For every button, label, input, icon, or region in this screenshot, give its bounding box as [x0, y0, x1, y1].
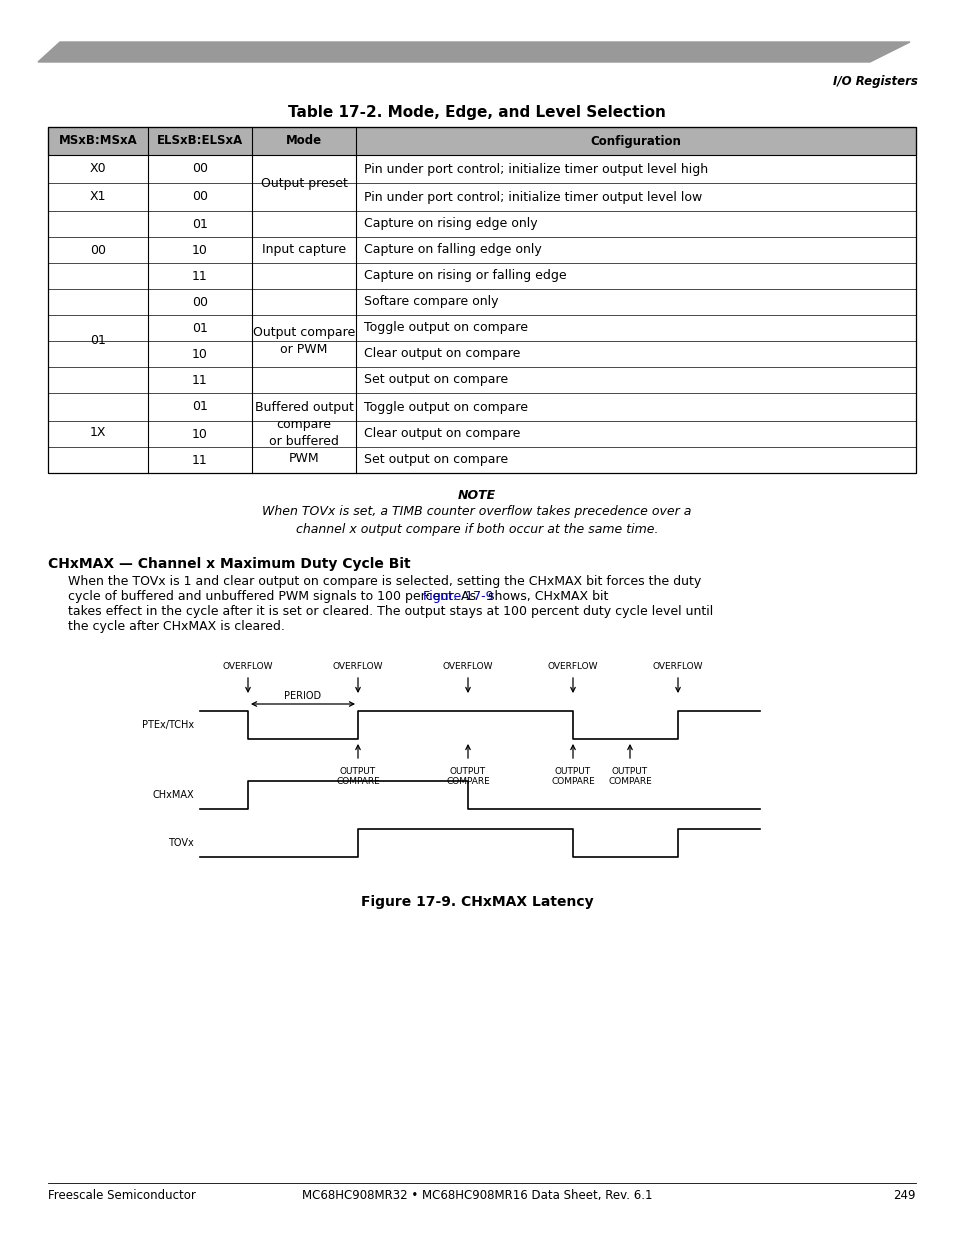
Text: 11: 11 — [192, 373, 208, 387]
Text: Clear output on compare: Clear output on compare — [364, 427, 520, 441]
Text: OUTPUT
COMPARE: OUTPUT COMPARE — [446, 767, 489, 787]
Text: X0: X0 — [90, 163, 106, 175]
Text: Capture on rising edge only: Capture on rising edge only — [364, 217, 537, 231]
Text: OVERFLOW: OVERFLOW — [652, 662, 702, 671]
Bar — [48, 127, 915, 473]
Text: shows, CHxMAX bit: shows, CHxMAX bit — [484, 590, 608, 603]
Text: Buffered output
compare
or buffered
PWM: Buffered output compare or buffered PWM — [254, 401, 354, 466]
Text: Set output on compare: Set output on compare — [364, 453, 508, 467]
Text: OUTPUT
COMPARE: OUTPUT COMPARE — [607, 767, 651, 787]
Text: 10: 10 — [192, 427, 208, 441]
Text: 00: 00 — [90, 243, 106, 257]
Text: Freescale Semiconductor: Freescale Semiconductor — [48, 1189, 195, 1202]
Text: When the TOVx is 1 and clear output on compare is selected, setting the CHxMAX b: When the TOVx is 1 and clear output on c… — [68, 576, 700, 588]
Text: CHxMAX: CHxMAX — [152, 790, 193, 800]
Text: Mode: Mode — [286, 135, 322, 147]
Text: Softare compare only: Softare compare only — [364, 295, 498, 309]
Text: Table 17-2. Mode, Edge, and Level Selection: Table 17-2. Mode, Edge, and Level Select… — [288, 105, 665, 120]
Text: cycle of buffered and unbuffered PWM signals to 100 percent. As: cycle of buffered and unbuffered PWM sig… — [68, 590, 479, 603]
Text: OVERFLOW: OVERFLOW — [442, 662, 493, 671]
Text: 11: 11 — [192, 453, 208, 467]
Text: MC68HC908MR32 • MC68HC908MR16 Data Sheet, Rev. 6.1: MC68HC908MR32 • MC68HC908MR16 Data Sheet… — [301, 1189, 652, 1202]
Text: Output preset: Output preset — [260, 177, 347, 189]
Text: 01: 01 — [192, 321, 208, 335]
Text: 01: 01 — [192, 217, 208, 231]
Text: takes effect in the cycle after it is set or cleared. The output stays at 100 pe: takes effect in the cycle after it is se… — [68, 605, 713, 618]
Text: CHxMAX — Channel x Maximum Duty Cycle Bit: CHxMAX — Channel x Maximum Duty Cycle Bi… — [48, 557, 410, 571]
Text: PERIOD: PERIOD — [284, 692, 321, 701]
Text: OUTPUT
COMPARE: OUTPUT COMPARE — [551, 767, 595, 787]
Text: Capture on rising or falling edge: Capture on rising or falling edge — [364, 269, 566, 283]
Text: Capture on falling edge only: Capture on falling edge only — [364, 243, 541, 257]
Text: 01: 01 — [90, 335, 106, 347]
Text: TOVx: TOVx — [168, 839, 193, 848]
Text: Toggle output on compare: Toggle output on compare — [364, 400, 528, 414]
Text: 00: 00 — [192, 295, 208, 309]
Text: 00: 00 — [192, 190, 208, 204]
Text: PTEx/TCHx: PTEx/TCHx — [142, 720, 193, 730]
Text: 10: 10 — [192, 243, 208, 257]
Text: 10: 10 — [192, 347, 208, 361]
Text: OVERFLOW: OVERFLOW — [222, 662, 273, 671]
Text: MSxB:MSxA: MSxB:MSxA — [58, 135, 137, 147]
Text: Configuration: Configuration — [590, 135, 680, 147]
Text: Toggle output on compare: Toggle output on compare — [364, 321, 528, 335]
Text: X1: X1 — [90, 190, 106, 204]
Text: 249: 249 — [893, 1189, 915, 1202]
Polygon shape — [38, 42, 909, 62]
Text: Set output on compare: Set output on compare — [364, 373, 508, 387]
Text: 01: 01 — [192, 400, 208, 414]
Text: Input capture: Input capture — [262, 243, 346, 257]
Text: the cycle after CHxMAX is cleared.: the cycle after CHxMAX is cleared. — [68, 620, 285, 634]
Text: 00: 00 — [192, 163, 208, 175]
Text: Pin under port control; initialize timer output level low: Pin under port control; initialize timer… — [364, 190, 701, 204]
Text: OVERFLOW: OVERFLOW — [333, 662, 383, 671]
Text: Output compare
or PWM: Output compare or PWM — [253, 326, 355, 356]
Text: Clear output on compare: Clear output on compare — [364, 347, 520, 361]
Text: OUTPUT
COMPARE: OUTPUT COMPARE — [335, 767, 379, 787]
Text: I/O Registers: I/O Registers — [832, 75, 917, 88]
Text: When TOVx is set, a TIMB counter overflow takes precedence over a
channel x outp: When TOVx is set, a TIMB counter overflo… — [262, 505, 691, 536]
Text: 11: 11 — [192, 269, 208, 283]
Text: Pin under port control; initialize timer output level high: Pin under port control; initialize timer… — [364, 163, 707, 175]
Text: OVERFLOW: OVERFLOW — [547, 662, 598, 671]
Bar — [48, 127, 915, 156]
Text: 1X: 1X — [90, 426, 106, 440]
Text: Figure 17-9: Figure 17-9 — [423, 590, 494, 603]
Text: ELSxB:ELSxA: ELSxB:ELSxA — [156, 135, 243, 147]
Text: NOTE: NOTE — [457, 489, 496, 501]
Text: Figure 17-9. CHxMAX Latency: Figure 17-9. CHxMAX Latency — [360, 895, 593, 909]
